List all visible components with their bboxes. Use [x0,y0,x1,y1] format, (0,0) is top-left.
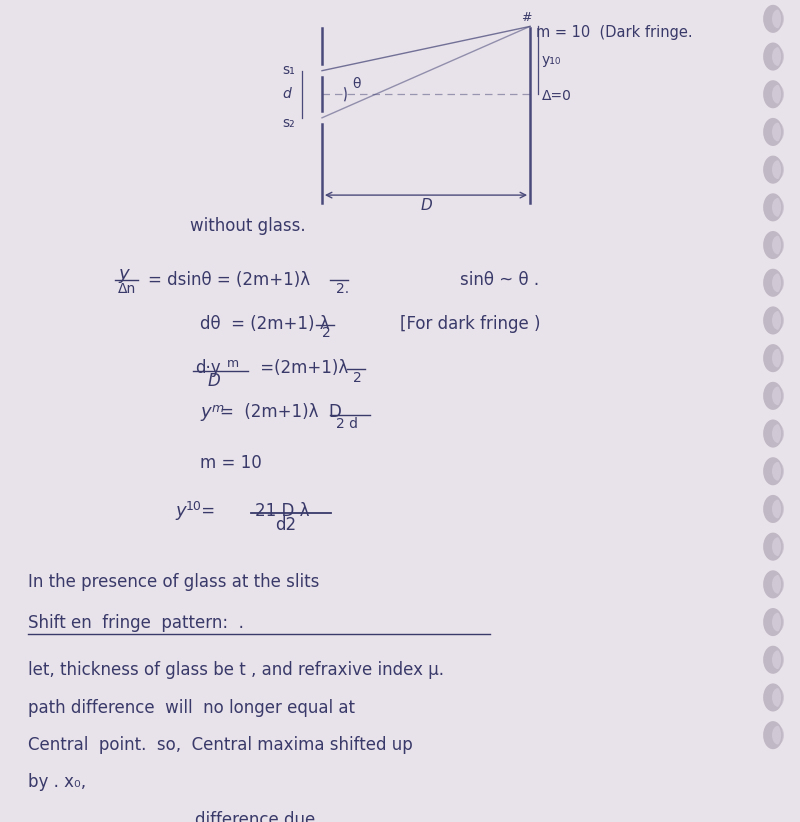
Text: #: # [521,12,531,25]
Text: y₁₀: y₁₀ [542,53,562,67]
Ellipse shape [764,118,782,145]
Ellipse shape [772,160,784,179]
Ellipse shape [772,612,784,631]
Text: [For dark fringe ): [For dark fringe ) [400,315,541,333]
Ellipse shape [764,647,782,673]
Text: m = 10  (Dark fringe.: m = 10 (Dark fringe. [536,25,693,39]
Text: Δn: Δn [118,283,136,297]
Text: s₂: s₂ [282,116,294,130]
Text: 21 D λ: 21 D λ [255,501,310,520]
Ellipse shape [764,44,782,70]
Text: Central  point.  so,  Central maxima shifted up: Central point. so, Central maxima shifte… [28,736,413,754]
Ellipse shape [764,194,782,220]
Ellipse shape [764,458,782,484]
Ellipse shape [764,533,782,560]
Text: D: D [208,372,221,390]
Text: 2.: 2. [336,283,349,297]
Text: In the presence of glass at the slits: In the presence of glass at the slits [28,573,319,591]
Ellipse shape [772,726,784,745]
Text: path difference  will  no longer equal at: path difference will no longer equal at [28,699,355,717]
Ellipse shape [772,236,784,255]
Ellipse shape [764,307,782,334]
Text: D: D [420,198,432,213]
Text: 2: 2 [353,371,362,385]
Text: =(2m+1)λ: =(2m+1)λ [255,359,348,377]
Ellipse shape [764,6,782,32]
Ellipse shape [772,500,784,519]
Text: sinθ ~ θ .: sinθ ~ θ . [460,271,539,289]
Ellipse shape [772,424,784,443]
Ellipse shape [772,650,784,669]
Ellipse shape [764,496,782,522]
Text: dθ  = (2m+1) λ: dθ = (2m+1) λ [200,315,330,333]
Text: y: y [118,266,129,284]
Text: =  (2m+1)λ  D: = (2m+1)λ D [220,404,342,422]
Text: s₁: s₁ [282,63,294,77]
Text: by . x₀,: by . x₀, [28,774,86,792]
Text: y: y [200,404,210,422]
Ellipse shape [764,270,782,296]
Ellipse shape [772,462,784,481]
Ellipse shape [764,383,782,409]
Text: Shift en  fringe  pattern:  .: Shift en fringe pattern: . [28,614,244,632]
Text: d2: d2 [275,516,296,534]
Ellipse shape [764,684,782,711]
Ellipse shape [764,345,782,372]
Ellipse shape [772,122,784,141]
Ellipse shape [772,386,784,405]
Ellipse shape [764,571,782,598]
Ellipse shape [772,85,784,104]
Ellipse shape [764,722,782,748]
Text: θ: θ [352,77,361,91]
Ellipse shape [772,688,784,707]
Ellipse shape [772,9,784,28]
Ellipse shape [764,420,782,446]
Text: d·y: d·y [195,359,221,377]
Text: d: d [282,86,290,101]
Ellipse shape [772,47,784,66]
Ellipse shape [764,609,782,635]
Text: m = 10: m = 10 [200,455,262,473]
Ellipse shape [764,232,782,258]
Ellipse shape [772,349,784,367]
Ellipse shape [772,311,784,330]
Ellipse shape [772,198,784,217]
Text: 2: 2 [322,326,330,340]
Ellipse shape [772,575,784,593]
Text: let, thickness of glass be t , and refraxive index μ.: let, thickness of glass be t , and refra… [28,661,444,679]
Text: Δ=0: Δ=0 [542,89,572,103]
Text: m: m [227,358,239,371]
Text: 10: 10 [186,500,202,513]
Text: 2 d: 2 d [336,417,358,431]
Text: y: y [175,501,186,520]
Text: =: = [196,501,226,520]
Text: difference due: difference due [195,810,315,822]
Ellipse shape [764,156,782,182]
Ellipse shape [764,81,782,108]
Ellipse shape [772,274,784,292]
Text: without glass.: without glass. [190,217,306,235]
Text: = dsinθ = (2m+1)λ: = dsinθ = (2m+1)λ [148,271,310,289]
Ellipse shape [772,538,784,556]
Text: m: m [212,401,224,414]
